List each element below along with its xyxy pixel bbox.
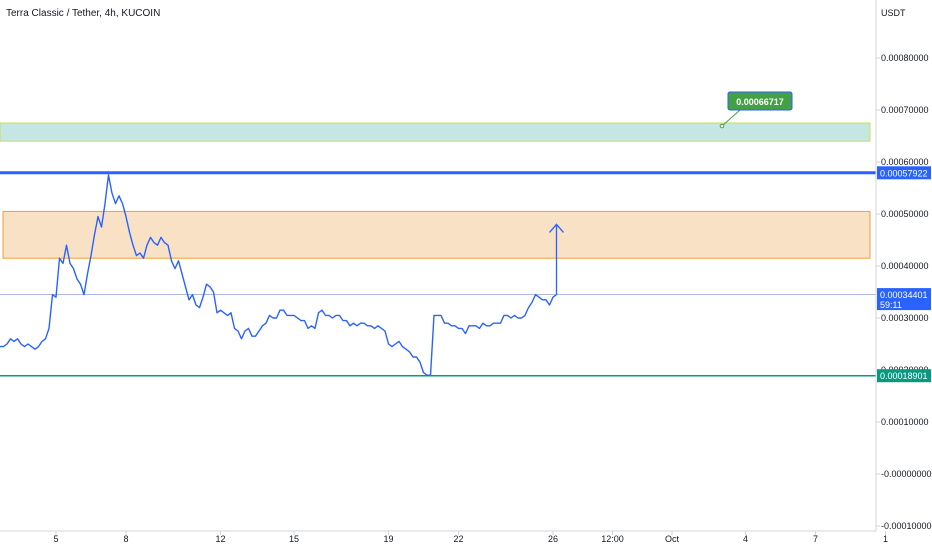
current-price-badge-countdown: 59:11 <box>880 300 902 310</box>
chart-title: Terra Classic / Tether, 4h, KUCOIN <box>6 8 160 19</box>
target-zone <box>0 122 871 142</box>
price-series <box>0 174 557 376</box>
x-tick-label: 4 <box>743 534 748 544</box>
y-tick-label: -0.00000000 <box>881 469 932 479</box>
y-tick-label: 0.00010000 <box>881 417 929 427</box>
x-tick-label: 15 <box>289 534 299 544</box>
x-tick-label: 1 <box>883 534 888 544</box>
y-tick-label: 0.00040000 <box>881 261 929 271</box>
x-tick-label: 7 <box>813 534 818 544</box>
zones <box>0 122 871 259</box>
y-tick-label: 0.00030000 <box>881 313 929 323</box>
y-tick-label: 0.00050000 <box>881 209 929 219</box>
support-level-badge-label: 0.00018901 <box>880 371 928 381</box>
price-line <box>0 174 557 376</box>
x-tick-label: 5 <box>53 534 58 544</box>
up-arrow-head <box>549 223 564 233</box>
resistance-level-badge <box>877 166 931 180</box>
resistance-level-badge-label: 0.00057922 <box>880 168 928 178</box>
target-callout-pointer <box>721 109 741 127</box>
x-tick-label: Oct <box>665 534 680 544</box>
x-tick-label: 22 <box>453 534 463 544</box>
y-tick-label: 0.00060000 <box>881 157 929 167</box>
target-callout-box <box>727 91 793 111</box>
annotations: 0.00066717 <box>549 91 793 295</box>
y-tick-label: -0.00010000 <box>881 521 932 531</box>
x-tick-label: 12 <box>215 534 225 544</box>
currency-label: USDT <box>881 8 906 18</box>
target-callout-label: 0.00066717 <box>736 97 784 107</box>
target-callout-anchor <box>719 123 725 129</box>
support-level-badge <box>877 369 931 383</box>
x-tick-label: 19 <box>383 534 393 544</box>
current-price-badge <box>877 288 931 311</box>
x-tick-label: 12:00 <box>601 534 624 544</box>
x-tick-label: 8 <box>123 534 128 544</box>
levels <box>0 171 876 377</box>
x-tick-label: 26 <box>548 534 558 544</box>
y-tick-label: 0.00080000 <box>881 53 929 63</box>
resistance-zone <box>2 210 871 259</box>
current-price-badge-label: 0.00034401 <box>880 290 928 300</box>
y-tick-label: 0.00070000 <box>881 105 929 115</box>
